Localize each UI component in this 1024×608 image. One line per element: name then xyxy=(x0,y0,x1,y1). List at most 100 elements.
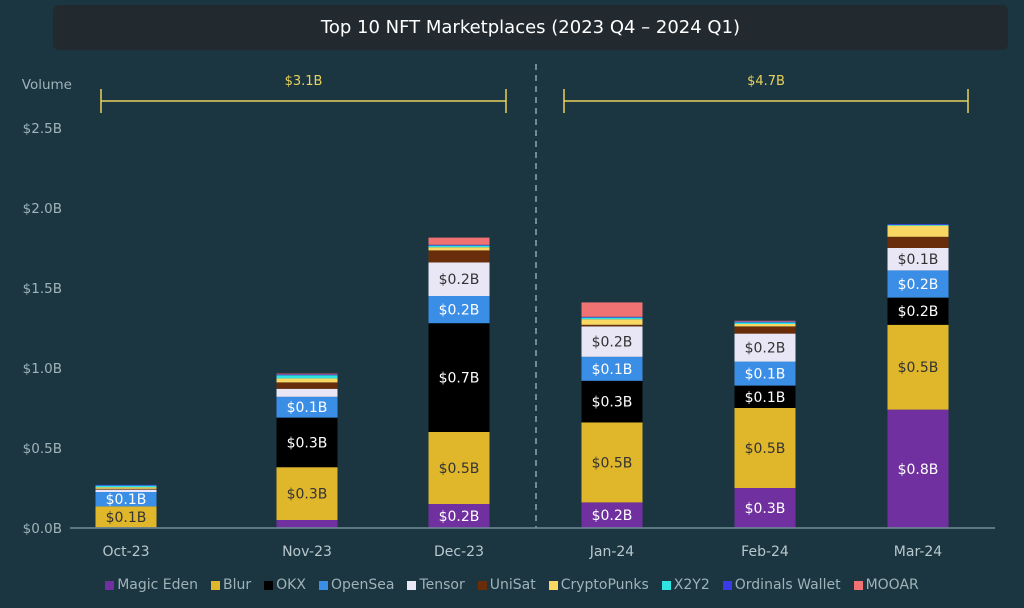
bar-stack-jan-24: $0.2B $0.5B $0.3B $0.1B $0.2B xyxy=(581,302,643,528)
legend-label: OpenSea xyxy=(330,577,395,593)
bar-segment-x2y2 xyxy=(734,322,796,324)
bar-segment-blur xyxy=(95,506,157,528)
bar-segment-okx xyxy=(887,297,949,325)
bar-stack-dec-23: $0.2B $0.5B $0.7B $0.2B $0.2B xyxy=(428,237,490,528)
data-label: $0.2B xyxy=(592,335,633,351)
chart-title-box: Top 10 NFT Marketplaces (2023 Q4 – 2024 … xyxy=(53,5,1008,50)
data-label: $0.2B xyxy=(439,509,480,525)
bar-segment-cryptopunks xyxy=(734,324,796,327)
bar-segment-okx xyxy=(276,417,338,468)
legend-item[interactable]: UniSat xyxy=(477,577,536,593)
y-tick-label: $1.0B xyxy=(23,361,62,377)
legend-label: MOOAR xyxy=(865,577,919,593)
bar-segment-magic-eden xyxy=(887,409,949,528)
legend-item[interactable]: OKX xyxy=(264,577,306,593)
data-label: $0.5B xyxy=(745,441,786,457)
legend-item[interactable]: OpenSea xyxy=(318,577,395,593)
legend-label: Blur xyxy=(223,577,252,593)
bar-segment-tensor xyxy=(95,489,157,492)
bar-segment-ordinals-wallet xyxy=(734,321,796,323)
legend-item[interactable]: MOOAR xyxy=(853,577,919,593)
data-label: $0.1B xyxy=(745,390,786,406)
bar-segment-x2y2 xyxy=(428,245,490,248)
bar-segment-blur xyxy=(581,422,643,503)
bar-stack-oct-23: $0.1B $0.1B xyxy=(95,484,157,528)
data-label: $0.2B xyxy=(898,304,939,320)
legend-label: OKX xyxy=(276,577,306,593)
period-total-label: $4.7B xyxy=(747,74,785,89)
legend-item[interactable]: CryptoPunks xyxy=(548,577,649,593)
bar-segment-okx xyxy=(581,380,643,423)
bar-stack-mar-24: $0.8B $0.5B $0.2B $0.2B $0.1B xyxy=(887,224,949,528)
x-tick-label: Dec-23 xyxy=(434,544,484,560)
legend-swatch-icon xyxy=(548,580,558,590)
bar-segment-mooar xyxy=(428,237,490,245)
bar-segment-cryptopunks xyxy=(276,378,338,383)
data-label: $0.2B xyxy=(898,277,939,293)
legend-label: Tensor xyxy=(419,577,465,593)
legend-item[interactable]: X2Y2 xyxy=(661,577,710,593)
data-label: $0.3B xyxy=(287,435,328,451)
legend-item[interactable]: Tensor xyxy=(407,577,465,593)
data-label: $0.2B xyxy=(439,303,480,319)
legend-swatch-icon xyxy=(105,580,115,590)
bar-segment-okx xyxy=(428,323,490,432)
legend-label: Ordinals Wallet xyxy=(734,577,841,593)
bar-segment-x2y2 xyxy=(887,224,949,226)
bar-segment-ordinals-wallet xyxy=(276,374,338,376)
bar-segment-tensor xyxy=(734,333,796,362)
legend-item[interactable]: Magic Eden xyxy=(105,577,198,593)
legend-swatch-icon xyxy=(853,580,863,590)
legend-label: UniSat xyxy=(489,577,536,593)
bar-segment-unisat xyxy=(428,250,490,263)
y-tick-label: $2.5B xyxy=(23,121,62,137)
x-tick-label: Feb-24 xyxy=(741,544,789,560)
bar-segment-unisat xyxy=(95,488,157,490)
y-tick-label: $0.0B xyxy=(23,521,62,537)
data-label: $0.7B xyxy=(439,371,480,387)
bar-segment-tensor xyxy=(581,326,643,357)
legend-swatch-icon xyxy=(477,580,487,590)
x-tick-label: Jan-24 xyxy=(589,544,635,560)
bar-segment-cryptopunks xyxy=(887,225,949,237)
legend-swatch-icon xyxy=(407,580,417,590)
bar-segment-unisat xyxy=(581,324,643,327)
bar-segment-cryptopunks xyxy=(428,247,490,251)
legend-label: X2Y2 xyxy=(673,577,710,593)
bar-segment-opensea xyxy=(734,361,796,386)
legend-swatch-icon xyxy=(661,580,671,590)
bar-segment-ordinals-wallet xyxy=(428,244,490,246)
x-tick-label: Nov-23 xyxy=(282,544,332,560)
data-label: $0.1B xyxy=(745,367,786,383)
bar-segment-magic-eden xyxy=(581,502,643,528)
bar-segment-magic-eden xyxy=(276,520,338,528)
bar-segment-x2y2 xyxy=(95,485,157,488)
bar-stack-nov-23: $0.3B $0.3B $0.1B xyxy=(276,373,338,528)
bar-segment-opensea xyxy=(276,396,338,418)
legend-swatch-icon xyxy=(264,580,274,590)
legend-label: Magic Eden xyxy=(117,577,199,593)
legend-item[interactable]: Blur xyxy=(211,577,251,593)
legend-label: CryptoPunks xyxy=(560,577,649,593)
period-total-bracket: $4.7B xyxy=(563,74,969,113)
legend-swatch-icon xyxy=(211,580,221,590)
y-tick-label: $2.0B xyxy=(23,201,62,217)
bar-segment-cryptopunks xyxy=(95,487,157,489)
data-label: $0.5B xyxy=(898,360,939,376)
y-tick-label: $0.5B xyxy=(23,441,62,457)
bar-segment-unisat xyxy=(276,382,338,389)
period-total-label: $3.1B xyxy=(285,74,323,89)
bar-segment-okx xyxy=(734,385,796,408)
bar-segment-opensea xyxy=(428,296,490,324)
bar-segment-cryptopunks xyxy=(581,319,643,325)
bar-segment-magic-eden xyxy=(734,488,796,528)
legend-item[interactable]: Ordinals Wallet xyxy=(722,577,841,593)
y-axis-label: Volume xyxy=(22,77,72,93)
y-tick-label: $1.5B xyxy=(23,281,62,297)
bar-segment-opensea xyxy=(581,356,643,381)
bar-segment-unisat xyxy=(887,236,949,248)
bar-stack-feb-24: $0.3B $0.5B $0.1B $0.1B $0.2B xyxy=(734,320,796,528)
bar-segment-tensor xyxy=(276,388,338,397)
bar-segment-blur xyxy=(734,408,796,488)
